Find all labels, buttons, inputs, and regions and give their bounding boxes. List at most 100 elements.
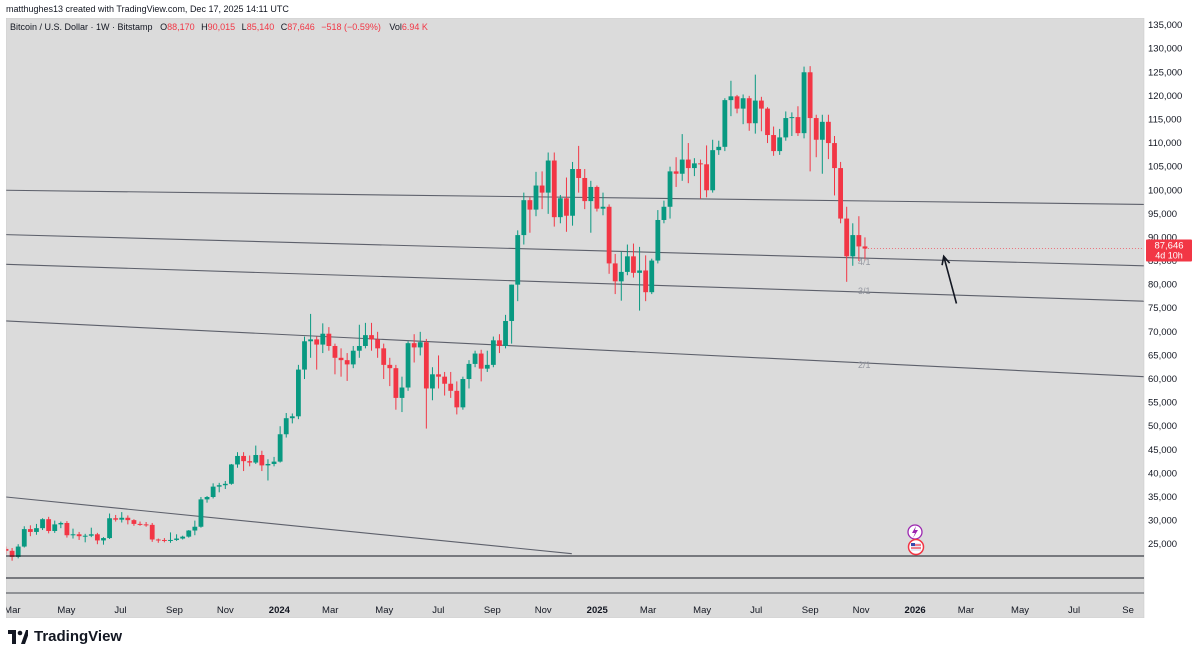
candle-body	[161, 539, 167, 541]
candle-body	[515, 235, 521, 285]
candle-body	[557, 198, 563, 218]
price-axis-background[interactable]	[1144, 18, 1194, 618]
legend-open-label: O	[160, 22, 167, 32]
candle-body	[807, 72, 813, 119]
candle-body	[612, 263, 618, 282]
price-axis-tick: 90,000	[1148, 232, 1177, 243]
candle-body	[283, 418, 289, 435]
candle-body	[826, 121, 831, 144]
candle-body	[673, 171, 679, 174]
candle-body	[533, 185, 539, 210]
candle-body	[838, 168, 843, 219]
candle-body	[466, 363, 472, 380]
legend-high-label: H	[201, 22, 208, 32]
candle-body	[631, 256, 636, 273]
candle-body	[21, 529, 27, 547]
trendline-upper	[6, 189, 1145, 205]
candle-body	[752, 100, 758, 124]
price-axis-tick: 100,000	[1148, 185, 1182, 196]
candle-body	[70, 534, 76, 536]
arrow-head	[941, 254, 951, 266]
candles	[6, 66, 868, 561]
price-axis-tick: 45,000	[1148, 445, 1177, 456]
candle-body	[375, 339, 381, 349]
price-axis-tick: 25,000	[1148, 539, 1177, 550]
last-price-tag-value: 87,646	[1154, 241, 1183, 252]
candle-body	[685, 159, 691, 169]
trendline-label: 3/1	[858, 286, 871, 296]
candle-body	[338, 357, 344, 361]
chart-area[interactable]: 4/1 3/1 2/1 25,000 30,000 35,000 40,000 45,000…	[6, 18, 1194, 618]
time-axis-tick: Mar	[6, 605, 21, 616]
time-axis-tick: 2025	[587, 605, 609, 616]
price-chart[interactable]: 4/1 3/1 2/1 25,000 30,000 35,000 40,000 45,000…	[6, 18, 1194, 618]
candle-body	[222, 483, 228, 486]
candle-body	[716, 146, 722, 151]
candle-body	[576, 169, 582, 178]
time-axis-tick: May	[57, 605, 75, 616]
candle-body	[624, 256, 630, 272]
candle-body	[783, 118, 789, 138]
candle-body	[350, 350, 356, 365]
candle-body	[460, 379, 466, 408]
candle-body	[271, 461, 277, 464]
candle-body	[527, 200, 533, 210]
time-axis-tick: 2024	[269, 605, 291, 616]
candle-body	[381, 348, 387, 365]
candle-body	[844, 218, 850, 257]
candle-body	[582, 177, 588, 202]
candle-body	[265, 463, 271, 466]
plot-background	[6, 18, 1144, 618]
candle-body	[600, 206, 606, 209]
candle-body	[9, 550, 15, 557]
candle-body	[606, 206, 612, 264]
candle-body	[125, 517, 131, 521]
candle-body	[545, 160, 551, 193]
candle-body	[46, 519, 52, 531]
time-axis-tick: Jul	[432, 605, 444, 616]
candle-body	[204, 497, 210, 500]
candle-body	[332, 345, 338, 358]
candle-body	[40, 519, 45, 529]
trendline-label: 2/1	[858, 360, 871, 370]
candle-body	[710, 150, 716, 191]
candle-body	[618, 271, 624, 282]
candle-body	[198, 499, 204, 527]
legend-close-value: 87,646	[287, 22, 315, 32]
candle-body	[131, 520, 137, 524]
candle-body	[186, 530, 192, 537]
candle-body	[247, 461, 253, 463]
candle-body	[801, 72, 807, 134]
candle-body	[168, 539, 173, 541]
event-icons	[907, 524, 925, 556]
trendline-2-1	[6, 320, 1145, 378]
time-axis: Mar May Jul Sep Nov 2024 Mar May Jul Sep Nov 2025 Ma…	[6, 605, 1134, 616]
time-axis-tick: Jul	[750, 605, 762, 616]
candle-body	[862, 246, 868, 249]
time-axis-tick: Nov	[535, 605, 552, 616]
price-axis-tick: 115,000	[1148, 114, 1182, 125]
us-flag-icon	[911, 543, 921, 551]
chart-attribution: matthughes13 created with TradingView.co…	[6, 4, 289, 14]
tradingview-logo-text: TradingView	[34, 628, 123, 645]
candle-body	[253, 455, 259, 463]
price-axis-tick: 60,000	[1148, 374, 1177, 385]
candle-body	[704, 164, 709, 191]
candle-body	[88, 534, 94, 536]
tradingview-logo[interactable]: TradingView	[8, 628, 122, 645]
trendline-lower	[6, 496, 572, 555]
legend-close-label: C	[281, 22, 288, 32]
candle-body	[180, 536, 186, 539]
candle-body	[34, 528, 39, 532]
time-axis-tick: 2026	[905, 605, 926, 616]
candle-body	[155, 539, 161, 541]
candle-body	[655, 219, 661, 261]
candle-body	[6, 548, 9, 551]
price-axis-tick: 105,000	[1148, 162, 1182, 173]
candle-body	[143, 524, 149, 526]
candle-body	[52, 524, 58, 531]
candle-body	[137, 523, 143, 525]
candle-body	[472, 353, 478, 364]
candle-body	[564, 198, 569, 216]
price-axis-tick: 55,000	[1148, 398, 1177, 409]
